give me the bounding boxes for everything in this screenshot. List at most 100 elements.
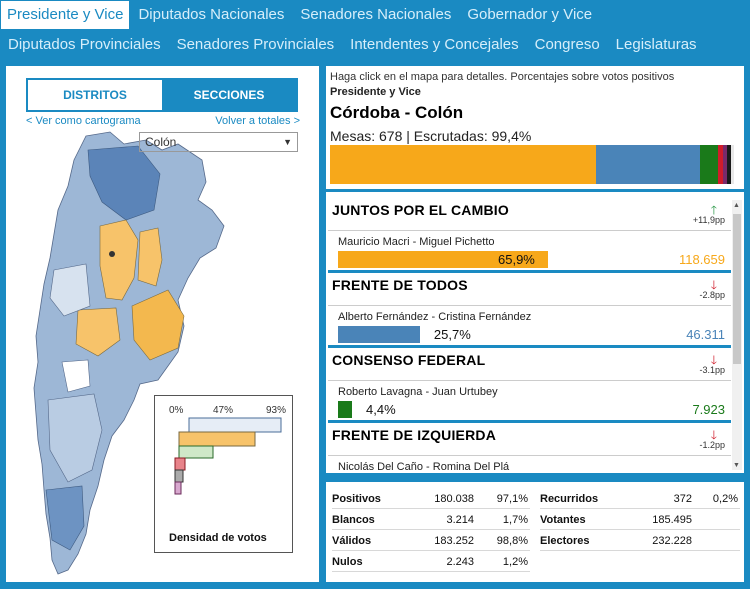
divider [328, 305, 731, 306]
party-change: -2.8pp [699, 290, 725, 300]
arrow-down-icon: 🡓 [710, 278, 717, 292]
totals-key: Votantes [540, 514, 586, 526]
totals-percent: 1,2% [502, 556, 528, 568]
tab-legislaturas[interactable]: Legislaturas [615, 36, 697, 53]
totals-value: 183.252 [434, 535, 474, 547]
tab-diputados-provinciales[interactable]: Diputados Provinciales [8, 36, 161, 53]
cartograma-link[interactable]: < Ver como cartograma [26, 115, 141, 127]
toggle-distritos[interactable]: DISTRITOS [28, 80, 162, 110]
totals-percent: 98,8% [496, 535, 528, 547]
summary-bar-segment [722, 145, 727, 184]
scroll-down-icon[interactable]: ▼ [733, 462, 740, 469]
map-region-santafe[interactable] [137, 227, 163, 287]
totals-row: Blancos 3.214 1,7% [332, 509, 530, 530]
totals-percent: 97,1% [496, 493, 528, 505]
summary-bar-segment [730, 145, 734, 184]
divider [328, 455, 731, 456]
totals-value: 232.228 [652, 535, 692, 547]
density-chart [174, 417, 282, 495]
totals-panel: Positivos 180.038 97,1% Blancos 3.214 1,7% Vál… [326, 482, 744, 582]
tab-intendentes-y-concejales[interactable]: Intendentes y Concejales [350, 36, 519, 53]
map-region-lapampa[interactable] [75, 307, 121, 357]
tab-presidente-y-vice[interactable]: Presidente y Vice [0, 0, 131, 30]
argentina-map[interactable] [28, 130, 228, 580]
scroll-up-icon[interactable]: ▲ [733, 202, 740, 209]
percent-label: 65,9% [498, 252, 535, 267]
divider [328, 230, 731, 231]
map-region-cordoba[interactable] [99, 219, 139, 301]
party-name: JUNTOS POR EL CAMBIO [332, 202, 509, 218]
divider [328, 380, 731, 381]
map-region-buenosaires[interactable] [131, 289, 185, 361]
candidates: Alberto Fernández - Cristina Fernández [338, 311, 532, 323]
map-region-mendoza[interactable] [49, 263, 91, 317]
percent-label: 4,4% [366, 402, 396, 417]
party-card[interactable]: FRENTE DE TODOS 🡓 -2.8pp Alberto Fernández … [328, 271, 731, 348]
section-select[interactable]: Colón ▼ [139, 132, 298, 152]
nav-row-2: Diputados Provinciales Senadores Provinci… [0, 30, 705, 60]
legend-max: 93% [266, 405, 287, 416]
density-legend: 0% 47% 93% Densidad de votos [154, 395, 293, 553]
totals-row: Nulos 2.243 1,2% [332, 551, 530, 572]
party-card[interactable]: FRENTE DE IZQUIERDA 🡓 -1.2pp Nicolás Del Ca… [328, 421, 731, 473]
election-nav: Presidente y Vice Diputados Nacionales Sen… [0, 0, 750, 62]
totals-row: Positivos 180.038 97,1% [332, 488, 530, 509]
summary-bar-segment [726, 145, 731, 184]
totals-key: Positivos [332, 493, 381, 505]
place-title: Córdoba - Colón [330, 103, 464, 122]
candidates: Nicolás Del Caño - Romina Del Plá [338, 461, 510, 473]
totals-key: Válidos [332, 535, 372, 547]
votes-count: 46.311 [686, 327, 725, 342]
totals-percent: 1,7% [502, 514, 528, 526]
votes-count: 118.659 [678, 252, 725, 267]
party-name: FRENTE DE TODOS [332, 277, 468, 293]
percent-bar [338, 401, 353, 418]
density-bar-1 [188, 417, 282, 433]
tab-senadores-nacionales[interactable]: Senadores Nacionales [300, 6, 452, 23]
map-selected-marker [109, 251, 115, 257]
party-change: -3.1pp [699, 365, 725, 375]
totals-value: 3.214 [446, 514, 474, 526]
density-bar-3 [178, 445, 214, 459]
map-region-south[interactable] [45, 485, 85, 551]
summary-bar-segment [596, 145, 701, 184]
mesas-status: Mesas: 678 | Escrutadas: 99,4% [330, 128, 532, 144]
tab-diputados-nacionales[interactable]: Diputados Nacionales [138, 6, 285, 23]
scrollbar[interactable]: ▲ ▼ [732, 200, 742, 470]
party-card[interactable]: JUNTOS POR EL CAMBIO 🡑 +11,9pp Mauricio Mac… [328, 196, 731, 273]
totals-key: Blancos [332, 514, 375, 526]
info-panel: Haga click en el mapa para detalles. Por… [326, 66, 744, 189]
results-list[interactable]: ▲ ▼ JUNTOS POR EL CAMBIO 🡑 +11,9pp Mauricio… [326, 192, 744, 473]
toggle-secciones[interactable]: SECCIONES [162, 80, 296, 110]
tab-congreso[interactable]: Congreso [534, 36, 600, 53]
arrow-down-icon: 🡓 [710, 428, 717, 442]
scrollbar-thumb[interactable] [733, 214, 741, 364]
totals-row: Recurridos 372 0,2% [540, 488, 740, 509]
tab-gobernador-y-vice[interactable]: Gobernador y Vice [467, 6, 593, 23]
arrow-down-icon: 🡓 [710, 353, 717, 367]
density-bar-5 [174, 469, 184, 483]
density-bar-6 [174, 481, 182, 495]
map-region-dark[interactable] [87, 145, 161, 221]
party-card[interactable]: CONSENSO FEDERAL 🡓 -3.1pp Roberto Lavagna -… [328, 346, 731, 423]
map-region-white[interactable] [61, 359, 91, 393]
totals-value: 180.038 [434, 493, 474, 505]
percent-bar [338, 326, 420, 343]
party-change: +11,9pp [692, 215, 725, 225]
tab-senadores-provinciales[interactable]: Senadores Provinciales [176, 36, 335, 53]
totals-value: 2.243 [446, 556, 474, 568]
totals-key: Nulos [332, 556, 363, 568]
votes-count: 7.923 [692, 402, 725, 417]
map-region-patagonia[interactable] [47, 393, 103, 483]
totals-value: 372 [673, 493, 692, 505]
candidates: Mauricio Macri - Miguel Pichetto [338, 236, 495, 248]
totals-row: Electores 232.228 [540, 530, 740, 551]
election-name: Presidente y Vice [330, 86, 421, 98]
arrow-up-icon: 🡑 [710, 203, 717, 217]
nav-row-1: Presidente y Vice Diputados Nacionales Sen… [0, 0, 600, 30]
divider [328, 420, 731, 423]
totales-link[interactable]: Volver a totales > [215, 115, 300, 127]
party-name: FRENTE DE IZQUIERDA [332, 427, 497, 443]
candidates: Roberto Lavagna - Juan Urtubey [338, 386, 498, 398]
totals-key: Electores [540, 535, 590, 547]
